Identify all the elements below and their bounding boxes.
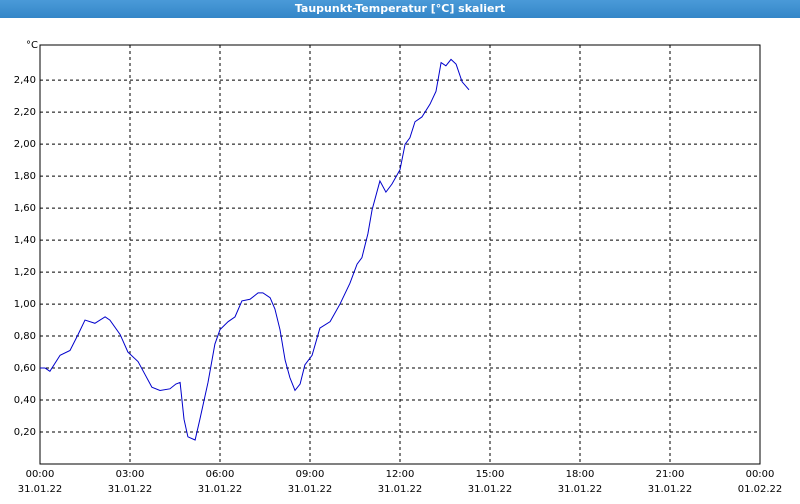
x-tick-date: 31.01.22 [288,484,333,495]
y-tick-label: 2,20 [14,107,36,118]
x-tick-label: 00:00 [746,469,775,480]
y-tick-label: 2,40 [14,75,36,86]
x-tick-date: 31.01.22 [468,484,513,495]
x-tick-date: 31.01.22 [558,484,603,495]
x-tick-date: 31.01.22 [648,484,693,495]
window-title: Taupunkt-Temperatur [°C] skaliert [0,0,800,18]
x-tick-date: 31.01.22 [18,484,63,495]
x-tick-date: 31.01.22 [108,484,153,495]
x-tick-label: 15:00 [476,469,505,480]
x-tick-label: 00:00 [26,469,55,480]
y-tick-label: 1,80 [14,171,36,182]
x-tick-date: 31.01.22 [378,484,423,495]
plot-border [39,44,761,465]
x-tick-label: 06:00 [206,469,235,480]
chart: °C 0,20 0,40 0,60 0,80 1,00 1,20 1,40 1,60 1,80 2… [14,40,783,495]
x-tick-label: 03:00 [116,469,145,480]
y-tick-label: 1,20 [14,267,36,278]
data-line [40,58,470,441]
x-tick-label: 18:00 [566,469,595,480]
y-tick-label: 0,40 [14,395,36,406]
x-tick-label: 12:00 [386,469,415,480]
y-tick-label: 2,00 [14,139,36,150]
y-tick-label: 1,60 [14,203,36,214]
y-tick-label: 1,00 [14,299,36,310]
x-tick-date: 31.01.22 [198,484,243,495]
x-tick-date: 01.02.22 [738,484,783,495]
y-tick-label: 1,40 [14,235,36,246]
y-tick-label: 0,60 [14,363,36,374]
x-tick-label: 21:00 [656,469,685,480]
y-tick-label: 0,80 [14,331,36,342]
y-unit: °C [26,40,38,51]
x-tick-label: 09:00 [296,469,325,480]
y-tick-label: 0,20 [14,427,36,438]
